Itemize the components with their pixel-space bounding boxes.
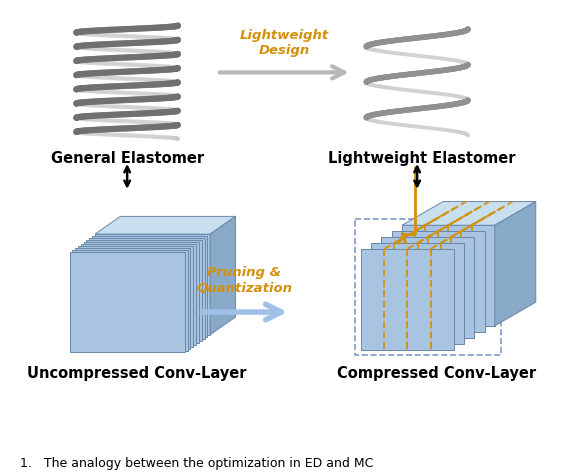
Polygon shape [72,250,188,350]
Polygon shape [402,225,495,326]
Text: Uncompressed Conv-Layer: Uncompressed Conv-Layer [27,366,246,381]
Text: Compressed Conv-Layer: Compressed Conv-Layer [337,366,536,381]
Text: Lightweight
Design: Lightweight Design [240,28,329,56]
Text: Pruning &
Quantization: Pruning & Quantization [196,266,292,294]
Polygon shape [75,248,191,348]
Polygon shape [89,238,205,338]
Polygon shape [210,217,236,335]
Polygon shape [95,217,236,234]
Polygon shape [495,201,536,326]
Text: 1.   The analogy between the optimization in ED and MC: 1. The analogy between the optimization … [20,457,373,470]
Polygon shape [83,242,199,343]
Text: General Elastomer: General Elastomer [51,151,204,166]
Polygon shape [78,246,193,346]
Polygon shape [95,234,210,335]
Polygon shape [392,231,484,332]
Polygon shape [92,236,208,337]
Polygon shape [361,249,454,349]
Polygon shape [86,240,202,341]
Polygon shape [402,201,536,225]
Polygon shape [81,244,196,345]
Polygon shape [381,237,474,337]
Polygon shape [371,243,464,344]
Text: Lightweight Elastomer: Lightweight Elastomer [328,151,515,166]
Polygon shape [69,252,185,353]
